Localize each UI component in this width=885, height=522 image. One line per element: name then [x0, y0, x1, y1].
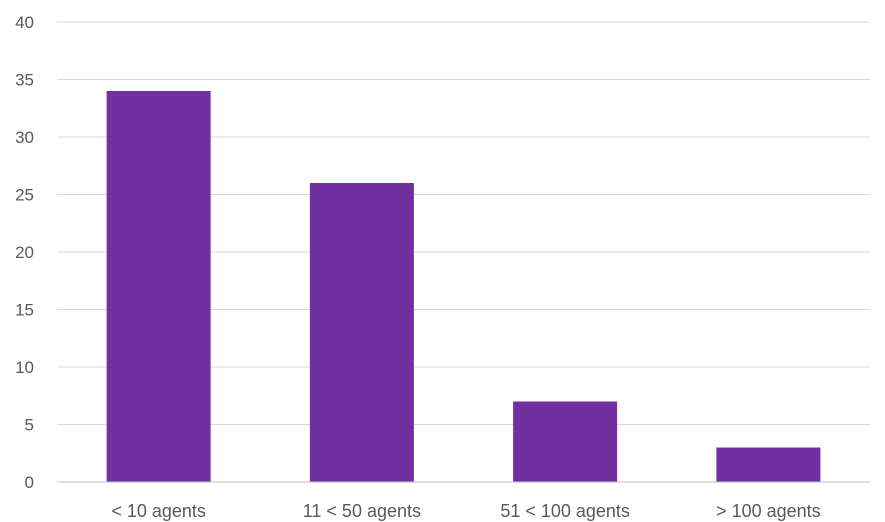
y-tick-label: 5 — [25, 416, 34, 435]
x-category-label: > 100 agents — [716, 501, 821, 521]
bar-4 — [716, 447, 821, 482]
bars — [106, 91, 821, 482]
bar-3 — [513, 401, 618, 482]
y-tick-label: 0 — [25, 473, 34, 492]
x-axis-category-labels: < 10 agents 11 < 50 agents 51 < 100 agents… — [111, 501, 820, 521]
y-tick-label: 40 — [15, 13, 34, 32]
y-tick-label: 25 — [15, 186, 34, 205]
bar-1 — [106, 91, 211, 482]
y-tick-label: 20 — [15, 243, 34, 262]
y-tick-label: 10 — [15, 358, 34, 377]
y-tick-label: 35 — [15, 71, 34, 90]
x-category-label: 51 < 100 agents — [500, 501, 630, 521]
y-tick-label: 30 — [15, 128, 34, 147]
x-category-label: 11 < 50 agents — [303, 501, 421, 521]
y-axis-tick-labels: 0 5 10 15 20 25 30 35 40 — [15, 13, 34, 492]
bar-2 — [309, 183, 414, 482]
y-tick-label: 15 — [15, 301, 34, 320]
x-category-label: < 10 agents — [111, 501, 206, 521]
